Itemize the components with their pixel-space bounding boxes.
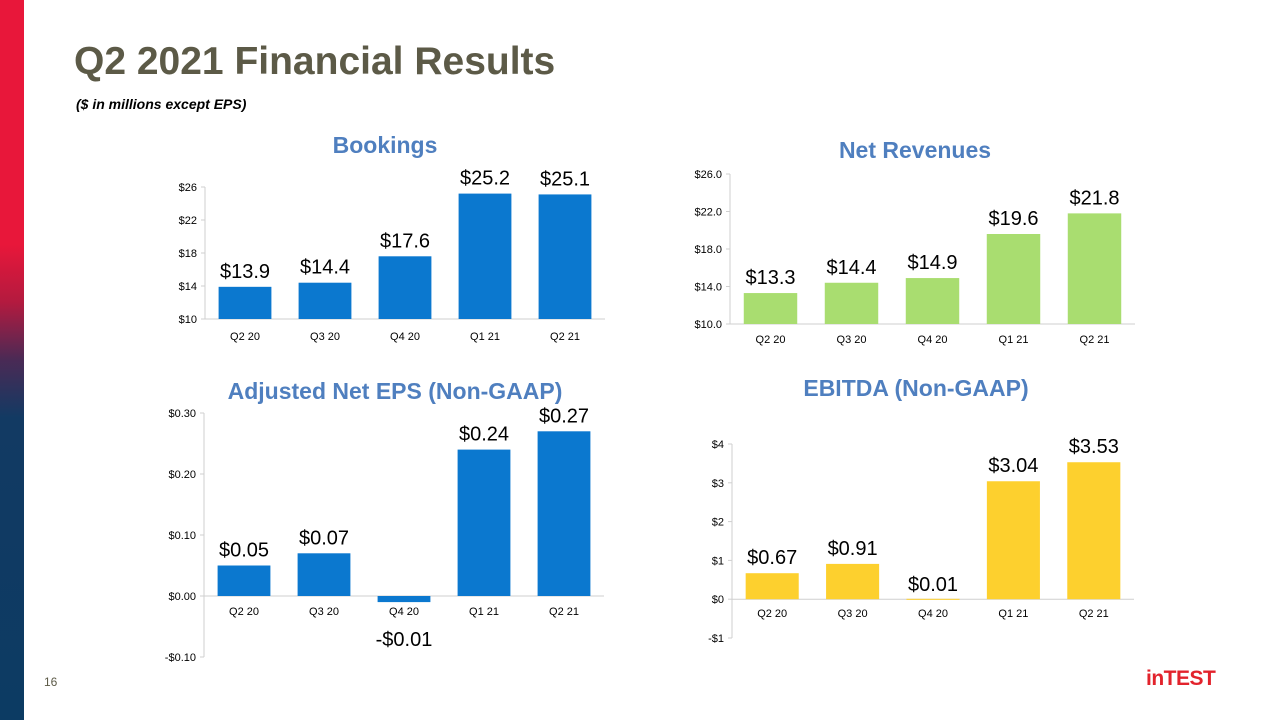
data-label: $14.9 xyxy=(907,252,957,274)
data-label: $0.07 xyxy=(299,527,349,549)
y-tick-label: $0.00 xyxy=(168,591,196,603)
x-tick-label: Q4 20 xyxy=(918,334,948,346)
x-tick-label: Q2 21 xyxy=(550,331,580,343)
side-accent-bar xyxy=(0,0,24,720)
y-tick-label: $0.20 xyxy=(168,469,196,481)
chart-title-bookings: Bookings xyxy=(332,132,438,158)
y-tick-label: -$1 xyxy=(708,633,724,645)
bar xyxy=(377,596,431,603)
x-tick-label: Q2 20 xyxy=(229,606,259,618)
data-label: $0.24 xyxy=(459,424,509,446)
bar xyxy=(1067,213,1122,324)
page-number: 16 xyxy=(44,675,58,689)
data-label: $0.05 xyxy=(219,540,269,562)
x-tick-label: Q2 20 xyxy=(756,334,786,346)
x-tick-label: Q3 20 xyxy=(838,608,868,620)
data-label: $0.91 xyxy=(828,538,878,560)
x-tick-label: Q3 20 xyxy=(309,606,339,618)
data-label: -$0.01 xyxy=(376,629,433,651)
bar xyxy=(538,194,592,319)
bar xyxy=(457,449,511,596)
x-tick-label: Q2 21 xyxy=(549,606,579,618)
x-tick-label: Q4 20 xyxy=(389,606,419,618)
bar xyxy=(217,565,271,596)
data-label: $3.04 xyxy=(988,455,1038,477)
bar xyxy=(824,282,879,324)
y-tick-label: $26.0 xyxy=(694,169,722,181)
data-label: $21.8 xyxy=(1069,187,1119,209)
y-tick-label: $0 xyxy=(712,594,724,606)
data-label: $14.4 xyxy=(300,257,350,279)
bar xyxy=(745,573,799,600)
x-tick-label: Q1 21 xyxy=(470,331,500,343)
x-tick-label: Q3 20 xyxy=(837,334,867,346)
data-label: $17.6 xyxy=(380,230,430,252)
y-tick-label: $22.0 xyxy=(694,207,722,219)
x-tick-label: Q2 20 xyxy=(757,608,787,620)
bar xyxy=(298,282,352,319)
x-tick-label: Q4 20 xyxy=(918,608,948,620)
bar xyxy=(986,234,1041,324)
data-label: $19.6 xyxy=(988,208,1038,230)
y-tick-label: $18 xyxy=(179,248,197,260)
bar xyxy=(906,598,960,600)
y-tick-label: $0.30 xyxy=(168,408,196,420)
x-tick-label: Q2 21 xyxy=(1079,608,1109,620)
bar xyxy=(743,293,798,324)
x-tick-label: Q1 21 xyxy=(999,334,1029,346)
chart-title-adjusted-net-eps: Adjusted Net EPS (Non-GAAP) xyxy=(227,378,563,404)
y-tick-label: $10 xyxy=(179,314,197,326)
data-label: $14.4 xyxy=(826,257,876,279)
x-tick-label: Q3 20 xyxy=(310,331,340,343)
bar xyxy=(378,256,432,319)
x-tick-label: Q1 21 xyxy=(998,608,1028,620)
y-tick-label: $1 xyxy=(712,555,724,567)
bar xyxy=(905,278,960,324)
chart-title-ebitda: EBITDA (Non-GAAP) xyxy=(803,375,1029,401)
page-title: Q2 2021 Financial Results xyxy=(74,40,556,83)
data-label: $3.53 xyxy=(1069,436,1119,458)
intest-logo: inTEST xyxy=(1146,667,1216,690)
data-label: $0.01 xyxy=(908,574,958,596)
x-tick-label: Q2 21 xyxy=(1080,334,1110,346)
x-tick-label: Q2 20 xyxy=(230,331,260,343)
bar xyxy=(1067,462,1121,600)
y-tick-label: $2 xyxy=(712,517,724,529)
data-label: $0.27 xyxy=(539,405,589,427)
data-label: $13.9 xyxy=(220,261,270,283)
bar xyxy=(537,431,591,596)
y-tick-label: $14 xyxy=(179,281,197,293)
y-tick-label: $26 xyxy=(179,182,197,194)
y-tick-label: $10.0 xyxy=(694,319,722,331)
bar xyxy=(297,553,351,596)
data-label: $25.2 xyxy=(460,168,510,190)
x-tick-label: Q1 21 xyxy=(469,606,499,618)
data-label: $0.67 xyxy=(747,547,797,569)
y-tick-label: $14.0 xyxy=(694,282,722,294)
page-subtitle: ($ in millions except EPS) xyxy=(76,96,247,112)
data-label: $13.3 xyxy=(745,267,795,289)
x-tick-label: Q4 20 xyxy=(390,331,420,343)
bar xyxy=(218,286,272,319)
bar xyxy=(986,481,1040,600)
y-tick-label: $3 xyxy=(712,478,724,490)
bar xyxy=(458,193,512,319)
y-tick-label: $4 xyxy=(712,439,724,451)
y-tick-label: $22 xyxy=(179,215,197,227)
y-tick-label: $18.0 xyxy=(694,244,722,256)
chart-title-net-revenues: Net Revenues xyxy=(838,137,992,163)
bar xyxy=(826,563,880,600)
y-tick-label: $0.10 xyxy=(168,530,196,542)
y-tick-label: -$0.10 xyxy=(165,652,196,664)
data-label: $25.1 xyxy=(540,168,590,190)
